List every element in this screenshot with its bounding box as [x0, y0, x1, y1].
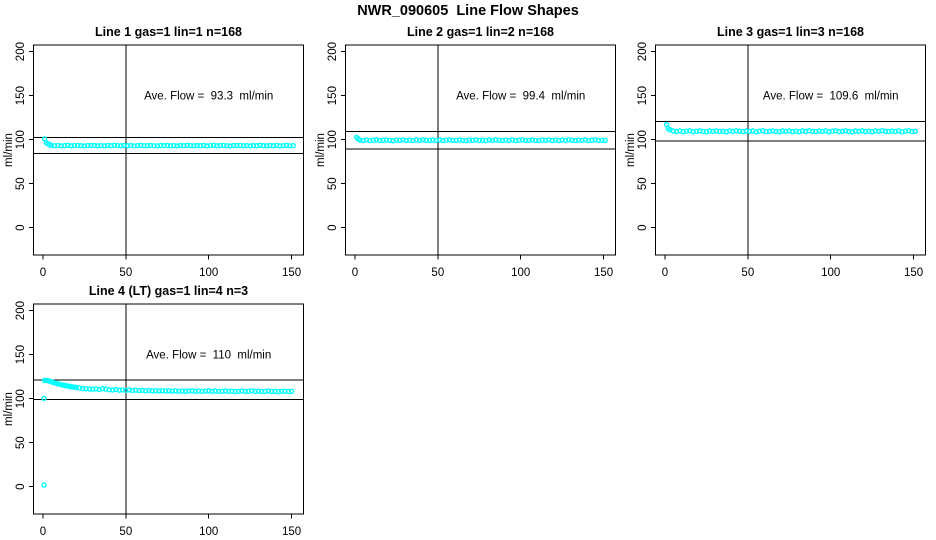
y-tick-label: 150	[15, 345, 27, 364]
x-tick-label: 100	[199, 267, 218, 279]
line-2-chart: Line 2 gas=1 lin=2 n=168 0 50 100 150 0 50 100 1…	[315, 25, 616, 279]
y-axis-label: ml/min	[3, 133, 15, 167]
panel-title: Line 2 gas=1 lin=2 n=168	[407, 25, 554, 39]
ave-flow-annotation: Ave. Flow = 93.3 ml/min	[144, 91, 273, 103]
data-points	[353, 134, 608, 144]
panel-title: Line 3 gas=1 lin=3 n=168	[717, 25, 864, 39]
x-tick-label: 150	[282, 267, 301, 279]
plot-box	[344, 44, 616, 256]
flow-data-point	[663, 121, 670, 128]
y-axis-label: ml/min	[315, 133, 327, 167]
x-tick-label: 150	[593, 267, 612, 279]
y-axis-label: ml/min	[3, 392, 15, 426]
y-tick-label: 100	[15, 130, 27, 149]
panel-line-1: Line 1 gas=1 lin=1 n=168 0 50 100 150 0 50 100 1…	[0, 19, 312, 287]
line-3-chart: Line 3 gas=1 lin=3 n=168 0 50 100 150 0 50 100 1…	[625, 25, 926, 279]
ave-flow-annotation: Ave. Flow = 109.6 ml/min	[763, 91, 899, 103]
flow-data-point	[41, 395, 47, 402]
flow-data-point	[602, 137, 608, 144]
line-1-chart: Line 1 gas=1 lin=1 n=168 0 50 100 150 0 50 100 1…	[3, 25, 304, 279]
panel-line-3: Line 3 gas=1 lin=3 n=168 0 50 100 150 0 50 100 1…	[622, 19, 934, 287]
data-points	[41, 377, 295, 488]
plot-box	[33, 44, 304, 256]
ave-flow-annotation: Ave. Flow = 110 ml/min	[146, 350, 271, 362]
y-tick-label: 150	[15, 86, 27, 105]
x-tick-label: 100	[511, 267, 530, 279]
y-tick-label: 150	[327, 86, 339, 105]
panel-title: Line 1 gas=1 lin=1 n=168	[95, 25, 242, 39]
flow-data-point	[290, 142, 296, 149]
x-tick-label: 50	[119, 267, 132, 279]
y-tick-label: 50	[327, 177, 339, 190]
panel-line-4: Line 4 (LT) gas=1 lin=4 n=3 0 50 100 150 0 50 1…	[0, 278, 312, 540]
x-tick-label: 0	[40, 526, 46, 538]
flow-data-point	[288, 388, 295, 395]
x-tick-label: 50	[431, 267, 444, 279]
y-tick-label: 50	[637, 177, 649, 190]
y-tick-label: 200	[15, 301, 27, 320]
x-tick-label: 100	[821, 267, 840, 279]
y-tick-label: 50	[15, 177, 27, 190]
y-tick-label: 200	[327, 42, 339, 61]
y-axis-label: ml/min	[625, 133, 637, 167]
y-tick-label: 200	[15, 42, 27, 61]
plot-box	[655, 44, 926, 256]
x-tick-label: 0	[40, 267, 46, 279]
panel-title: Line 4 (LT) gas=1 lin=4 n=3	[89, 284, 248, 298]
panel-line-2: Line 2 gas=1 lin=2 n=168 0 50 100 150 0 50 100 1…	[312, 19, 624, 287]
flow-data-point	[912, 128, 918, 135]
data-points	[41, 136, 296, 149]
x-tick-label: 50	[119, 526, 132, 538]
y-tick-label: 150	[637, 86, 649, 105]
data-points	[663, 121, 918, 135]
plot-box	[33, 303, 304, 515]
flow-data-point	[41, 482, 47, 488]
y-tick-label: 0	[15, 484, 27, 490]
x-tick-label: 0	[351, 267, 357, 279]
y-tick-label: 50	[15, 436, 27, 449]
y-tick-label: 0	[637, 225, 649, 231]
y-tick-label: 0	[327, 225, 339, 231]
y-tick-label: 100	[15, 389, 27, 408]
y-tick-label: 0	[15, 225, 27, 231]
x-tick-label: 100	[199, 526, 218, 538]
x-tick-label: 150	[282, 526, 301, 538]
y-tick-label: 100	[637, 130, 649, 149]
ave-flow-annotation: Ave. Flow = 99.4 ml/min	[456, 91, 585, 103]
y-tick-label: 100	[327, 130, 339, 149]
line-4-chart: Line 4 (LT) gas=1 lin=4 n=3 0 50 100 150 0 50 1…	[3, 284, 304, 538]
y-tick-label: 200	[637, 42, 649, 61]
x-tick-label: 150	[904, 267, 923, 279]
x-tick-label: 50	[741, 267, 754, 279]
main-title: NWR_090605 Line Flow Shapes	[357, 3, 579, 19]
x-tick-label: 0	[662, 267, 668, 279]
